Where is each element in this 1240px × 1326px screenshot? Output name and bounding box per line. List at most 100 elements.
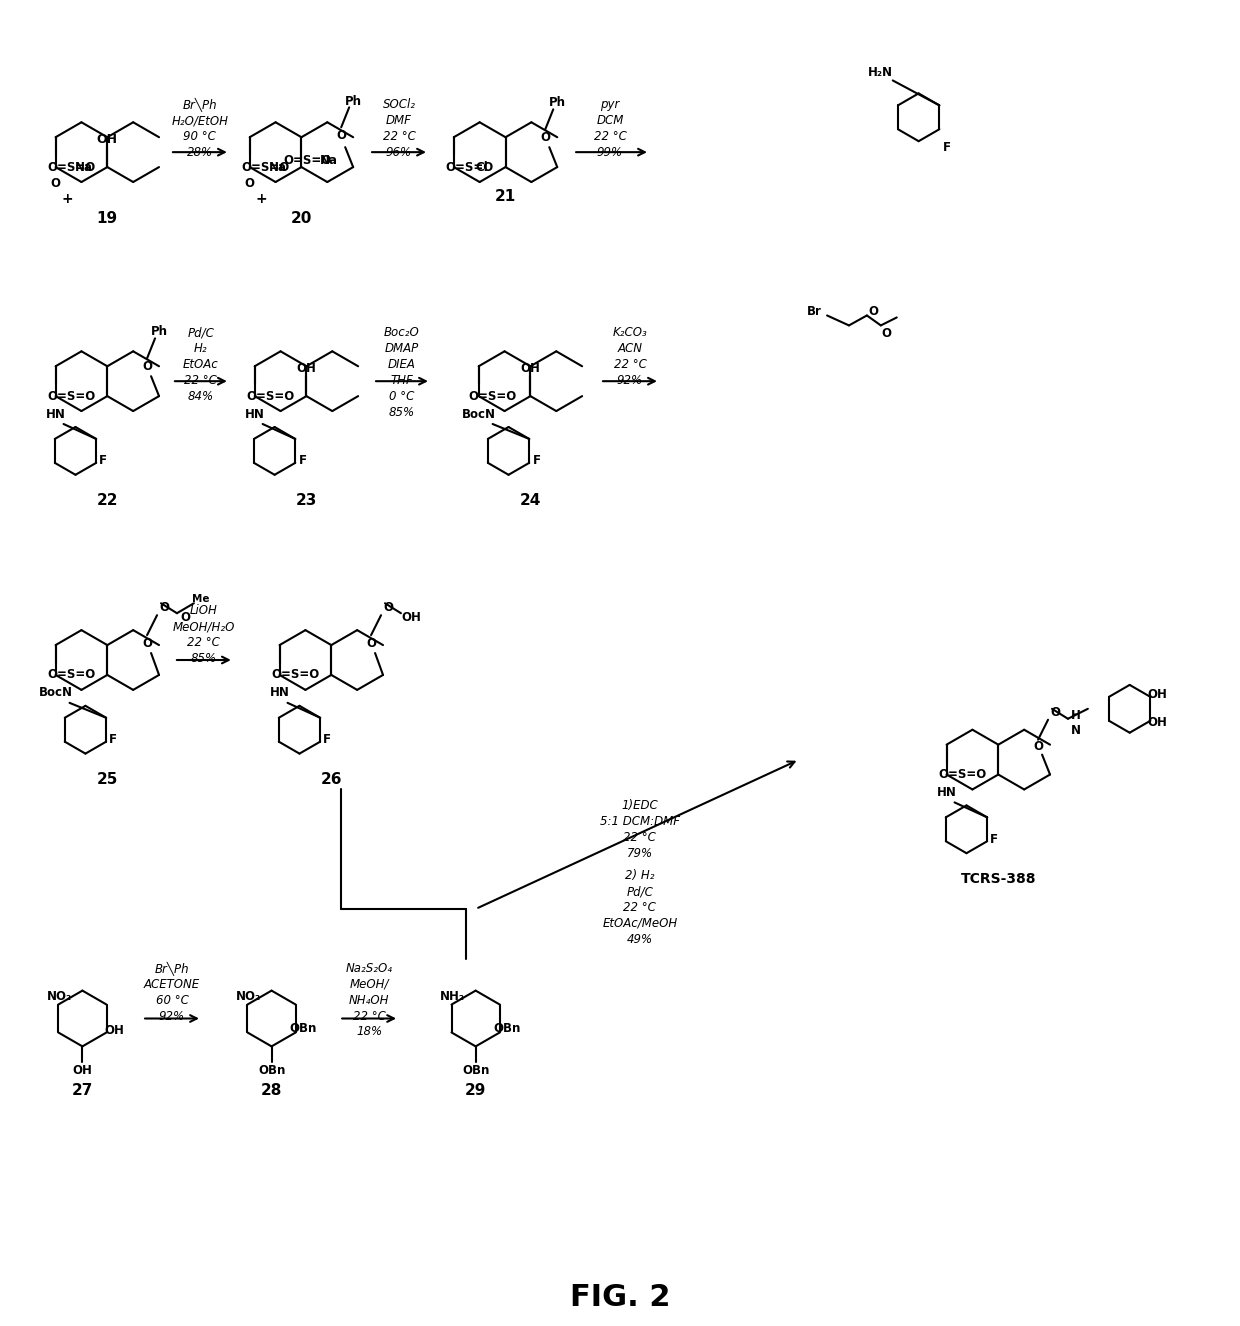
Text: 5:1 DCM:DMF: 5:1 DCM:DMF	[600, 815, 680, 829]
Text: FIG. 2: FIG. 2	[569, 1282, 671, 1311]
Text: OH: OH	[97, 133, 118, 146]
Text: 20: 20	[290, 211, 312, 227]
Text: O: O	[143, 636, 153, 650]
Text: 22 °C: 22 °C	[352, 1009, 386, 1022]
Text: NO₂: NO₂	[236, 991, 260, 1002]
Text: BocN: BocN	[461, 407, 496, 420]
Text: 19: 19	[97, 211, 118, 227]
Text: 85%: 85%	[191, 652, 217, 666]
Text: 21: 21	[495, 190, 516, 204]
Text: OH: OH	[1147, 688, 1168, 701]
Text: 22 °C: 22 °C	[383, 130, 415, 143]
Text: +: +	[62, 192, 73, 206]
Text: OBn: OBn	[463, 1063, 490, 1077]
Text: OH: OH	[72, 1063, 92, 1077]
Text: Ph: Ph	[345, 95, 362, 107]
Text: O=S=O: O=S=O	[247, 390, 295, 403]
Text: O: O	[336, 129, 346, 142]
Text: 22 °C: 22 °C	[187, 636, 221, 650]
Text: HN: HN	[244, 407, 264, 420]
Text: OBn: OBn	[290, 1022, 317, 1036]
Text: 18%: 18%	[356, 1025, 382, 1038]
Text: OBn: OBn	[494, 1022, 521, 1036]
Text: O=S=O: O=S=O	[47, 390, 95, 403]
Text: H₂: H₂	[195, 342, 207, 355]
Text: Cl: Cl	[475, 160, 489, 174]
Text: OH: OH	[104, 1024, 124, 1037]
Text: EtOAc/MeOH: EtOAc/MeOH	[603, 918, 677, 930]
Text: 60 °C: 60 °C	[155, 993, 188, 1006]
Text: NH₄OH: NH₄OH	[348, 993, 389, 1006]
Text: O=S=O: O=S=O	[47, 160, 95, 174]
Text: 0 °C: 0 °C	[389, 390, 414, 403]
Text: O: O	[1033, 740, 1043, 753]
Text: O=S=O: O=S=O	[242, 160, 290, 174]
Text: HN: HN	[936, 786, 956, 800]
Text: ACN: ACN	[618, 342, 642, 355]
Text: F: F	[991, 833, 998, 846]
Text: H
N: H N	[1071, 709, 1081, 737]
Text: F: F	[532, 455, 541, 467]
Text: F: F	[109, 733, 118, 747]
Text: Me: Me	[192, 594, 210, 605]
Text: HN: HN	[269, 687, 289, 699]
Text: OH: OH	[1147, 716, 1168, 729]
Text: Ph: Ph	[549, 95, 565, 109]
Text: O: O	[180, 611, 190, 623]
Text: O: O	[869, 305, 879, 318]
Text: LiOH: LiOH	[190, 605, 218, 617]
Text: O=S=O: O=S=O	[469, 390, 517, 403]
Text: O: O	[244, 176, 254, 190]
Text: DIEA: DIEA	[388, 358, 415, 371]
Text: O: O	[51, 176, 61, 190]
Text: 49%: 49%	[627, 934, 653, 945]
Text: F: F	[299, 455, 306, 467]
Text: +: +	[255, 192, 268, 206]
Text: 25: 25	[97, 772, 118, 788]
Text: 27: 27	[72, 1083, 93, 1098]
Text: 92%: 92%	[159, 1009, 185, 1022]
Text: 96%: 96%	[386, 146, 412, 159]
Text: 22 °C: 22 °C	[624, 900, 656, 914]
Text: TCRS-388: TCRS-388	[961, 873, 1037, 886]
Text: 24: 24	[520, 493, 541, 508]
Text: NO₂: NO₂	[47, 991, 72, 1002]
Text: O: O	[541, 131, 551, 143]
Text: O: O	[882, 328, 892, 339]
Text: K₂CO₃: K₂CO₃	[613, 326, 647, 339]
Text: H₂N: H₂N	[868, 66, 893, 80]
Text: OH: OH	[521, 362, 541, 375]
Text: 99%: 99%	[596, 146, 624, 159]
Text: 22 °C: 22 °C	[624, 831, 656, 845]
Text: EtOAc: EtOAc	[184, 358, 218, 371]
Text: 22 °C: 22 °C	[185, 374, 217, 387]
Text: HN: HN	[46, 407, 66, 420]
Text: DMAP: DMAP	[384, 342, 419, 355]
Text: F: F	[942, 141, 951, 154]
Text: F: F	[99, 455, 108, 467]
Text: H₂O/EtOH: H₂O/EtOH	[171, 114, 228, 127]
Text: O=S=O: O=S=O	[284, 154, 332, 167]
Text: O=S=O: O=S=O	[272, 668, 320, 682]
Text: 84%: 84%	[187, 390, 215, 403]
Text: 23: 23	[295, 493, 317, 508]
Text: O=S=O: O=S=O	[47, 668, 95, 682]
Text: Br╲Ph: Br╲Ph	[182, 98, 217, 113]
Text: 2) H₂: 2) H₂	[625, 869, 655, 882]
Text: O: O	[1050, 707, 1060, 719]
Text: 28%: 28%	[187, 146, 213, 159]
Text: 22: 22	[97, 493, 118, 508]
Text: O=S=O: O=S=O	[939, 768, 987, 781]
Text: ACETONE: ACETONE	[144, 977, 200, 991]
Text: 22 °C: 22 °C	[614, 358, 646, 371]
Text: BocN: BocN	[38, 687, 73, 699]
Text: Boc₂O: Boc₂O	[384, 326, 420, 339]
Text: Na: Na	[74, 160, 93, 174]
Text: THF: THF	[391, 374, 413, 387]
Text: 28: 28	[260, 1083, 283, 1098]
Text: NH₂: NH₂	[440, 991, 465, 1002]
Text: DMF: DMF	[386, 114, 412, 127]
Text: SOCl₂: SOCl₂	[382, 98, 415, 111]
Text: OBn: OBn	[258, 1063, 285, 1077]
Text: 90 °C: 90 °C	[184, 130, 216, 143]
